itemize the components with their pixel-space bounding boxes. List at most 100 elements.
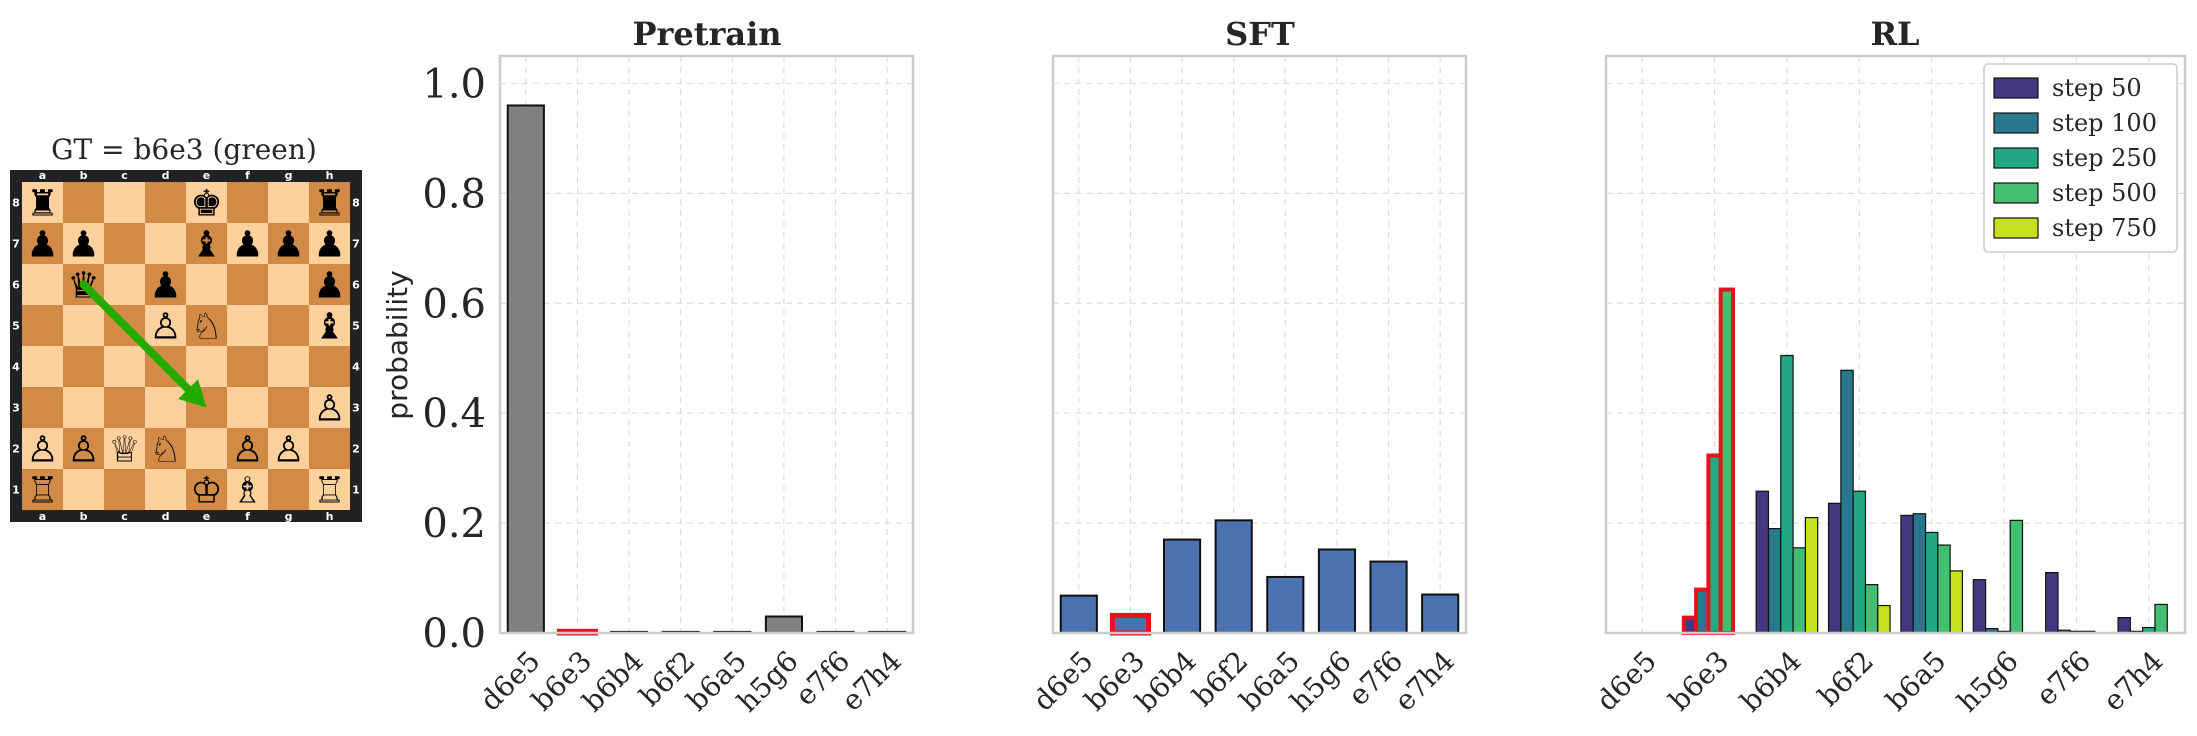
bar-step-50-h5g6 xyxy=(1972,579,1987,634)
x-tick-label: e7f6 xyxy=(2030,644,2098,712)
chess-piece-a7: ♟ xyxy=(26,225,58,266)
bar-step-250-b6b4 xyxy=(1780,354,1794,634)
bar-b6b4 xyxy=(1162,538,1202,634)
file-label-top: a xyxy=(39,169,46,182)
bar-b6f2 xyxy=(1214,519,1253,634)
board-square-f5 xyxy=(227,305,268,346)
file-label-bottom: a xyxy=(39,510,46,523)
bar-step-50-e7f6 xyxy=(2045,571,2059,634)
board-square-h6 xyxy=(309,264,350,305)
board-square-g4 xyxy=(268,346,309,387)
board-square-h5 xyxy=(309,305,350,346)
y-tick-label: 0.2 xyxy=(422,501,486,547)
legend-label: step 500 xyxy=(2052,179,2157,207)
rank-label-left: 6 xyxy=(12,279,20,292)
board-square-h7 xyxy=(309,223,350,264)
rank-label-left: 2 xyxy=(12,443,20,456)
rank-label-right: 6 xyxy=(352,279,360,292)
file-label-top: g xyxy=(285,169,293,182)
board-square-g8 xyxy=(268,182,309,223)
x-tick-label: b6e3 xyxy=(1662,644,1735,717)
board-square-e2 xyxy=(186,428,227,469)
file-label-top: c xyxy=(121,169,128,182)
legend-label: step 100 xyxy=(2052,109,2157,137)
bar-step-50-e7h4 xyxy=(2117,617,2131,634)
file-label-bottom: c xyxy=(121,510,128,523)
file-label-bottom: b xyxy=(80,510,88,523)
board-square-d1 xyxy=(145,469,186,510)
bar-h5g6 xyxy=(1317,548,1357,634)
board-square-b5 xyxy=(63,305,104,346)
board-square-g3 xyxy=(268,387,309,428)
x-tick-label: b6f2 xyxy=(1812,644,1881,713)
board-square-h1 xyxy=(309,469,350,510)
board-square-a7 xyxy=(22,223,63,264)
board-square-h8 xyxy=(309,182,350,223)
legend-swatch xyxy=(1993,77,2039,99)
chess-piece-h3: ♙ xyxy=(313,389,345,430)
board-title: GT = b6e3 (green) xyxy=(51,133,317,166)
chess-piece-e7: ♝ xyxy=(190,225,222,266)
chess-piece-e1: ♔ xyxy=(190,471,222,512)
board-square-d7 xyxy=(145,223,186,264)
file-label-top: e xyxy=(203,169,210,182)
rank-label-right: 3 xyxy=(352,402,360,415)
board-square-f4 xyxy=(227,346,268,387)
bar-step-250-b6a5 xyxy=(1924,531,1939,634)
chess-piece-b2: ♙ xyxy=(67,430,99,471)
rank-label-left: 7 xyxy=(12,238,20,251)
rank-label-right: 7 xyxy=(352,238,360,251)
chess-piece-f7: ♟ xyxy=(231,225,263,266)
x-tick-label: b6a5 xyxy=(1879,644,1952,717)
axes-frame xyxy=(498,54,915,635)
legend-label: step 250 xyxy=(2052,144,2157,172)
rl-panel: RL step 50 step 100 step 250 step 500 step 7… xyxy=(1590,15,2187,718)
move-arrow-head xyxy=(178,379,207,408)
file-label-bottom: e xyxy=(203,510,210,523)
board-square-a3 xyxy=(22,387,63,428)
bar-step-500-b6e3 xyxy=(1718,287,1736,635)
board-square-e8 xyxy=(186,182,227,223)
bar-step-500-b6b4 xyxy=(1792,547,1806,634)
sft-title: SFT xyxy=(1225,15,1295,53)
plot-background xyxy=(1053,56,1466,633)
file-label-bottom: h xyxy=(326,510,334,523)
bar-step-50-b6a5 xyxy=(1900,514,1914,634)
board-square-c8 xyxy=(104,182,145,223)
x-tick-label: h5g6 xyxy=(1951,644,2025,718)
chess-piece-a1: ♖ xyxy=(26,471,58,512)
chess-piece-a2: ♙ xyxy=(26,430,58,471)
board-square-b1 xyxy=(63,469,104,510)
x-tick-label: b6b4 xyxy=(1734,644,1808,718)
board-square-g2 xyxy=(268,428,309,469)
board-square-h3 xyxy=(309,387,350,428)
bar-step-750-b6f2 xyxy=(1877,604,1891,634)
legend-swatch xyxy=(1993,217,2039,239)
axes-frame xyxy=(1051,54,1468,635)
board-square-g6 xyxy=(268,264,309,305)
bar-step-750-b6a5 xyxy=(1949,570,1964,634)
rank-label-right: 4 xyxy=(352,361,360,374)
chess-piece-g2: ♙ xyxy=(272,430,304,471)
board-square-g1 xyxy=(268,469,309,510)
bar-e7f6 xyxy=(1369,560,1408,634)
board-square-a4 xyxy=(22,346,63,387)
bar-step-500-b6f2 xyxy=(1864,584,1879,634)
chess-piece-a8: ♜ xyxy=(26,184,58,225)
chess-piece-g7: ♟ xyxy=(272,225,304,266)
board-square-a1 xyxy=(22,469,63,510)
board-square-d8 xyxy=(145,182,186,223)
board-square-a6 xyxy=(22,264,63,305)
chess-piece-e8: ♚ xyxy=(190,184,222,225)
x-tick-label: b6b4 xyxy=(1129,644,1203,718)
board-square-c7 xyxy=(104,223,145,264)
y-tick-label: 0.0 xyxy=(422,611,486,657)
rank-label-left: 5 xyxy=(12,320,20,333)
legend-label: step 50 xyxy=(2052,74,2142,102)
board-square-a5 xyxy=(22,305,63,346)
board-square-e4 xyxy=(186,346,227,387)
board-square-e6 xyxy=(186,264,227,305)
rank-label-right: 5 xyxy=(352,320,360,333)
